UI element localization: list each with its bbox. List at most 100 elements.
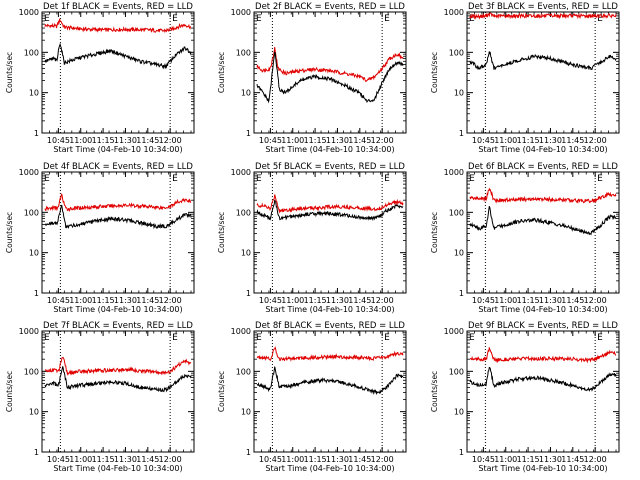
x-tick-label: 11:30: [114, 136, 137, 145]
x-axis-label: Start Time (04-Feb-10 10:34:00): [265, 305, 394, 314]
chart-title: Det 5f BLACK = Events, RED = LLD: [255, 162, 405, 172]
event-label: E: [256, 333, 262, 343]
lld-rate-line: [44, 357, 192, 376]
event-label: E: [469, 14, 475, 24]
chart-panel: Det 7f BLACK = Events, RED = LLD Counts/s…: [5, 321, 195, 473]
event-label: E: [256, 14, 262, 24]
y-tick-label: 1000: [19, 8, 39, 17]
x-tick-label: 11:30: [539, 136, 562, 145]
event-label: E: [256, 174, 262, 184]
events-rate-line: [469, 206, 617, 236]
y-tick-label: 1: [459, 129, 464, 138]
x-tick-label: 12:00: [371, 136, 394, 145]
x-tick-label: 12:00: [584, 136, 607, 145]
x-axis-label: Start Time (04-Feb-10 10:34:00): [478, 145, 607, 154]
x-axis-label: Start Time (04-Feb-10 10:34:00): [53, 305, 182, 314]
plot-frame: [41, 171, 195, 294]
x-tick-label: 11:15: [517, 455, 540, 464]
x-tick-label: 11:00: [494, 136, 517, 145]
event-label: E: [44, 14, 50, 24]
y-tick-label: 1: [246, 289, 251, 298]
y-axis-label: Counts/sec: [430, 371, 439, 412]
x-tick-label: 10:45: [47, 296, 70, 305]
chart-panel: Det 8f BLACK = Events, RED = LLD Counts/s…: [217, 321, 407, 473]
y-tick-label: 100: [24, 208, 39, 217]
x-tick-label: 11:15: [304, 455, 327, 464]
y-axis-label: Counts/sec: [217, 212, 226, 253]
events-rate-line: [469, 51, 617, 71]
y-tick-label: 1000: [231, 327, 251, 336]
x-tick-label: 11:30: [326, 296, 349, 305]
y-tick-label: 1: [246, 448, 251, 457]
x-tick-label: 11:00: [281, 136, 304, 145]
x-tick-label: 11:30: [326, 136, 349, 145]
x-tick-label: 10:45: [472, 136, 495, 145]
plot-frame: [253, 11, 407, 134]
x-tick-label: 12:00: [159, 296, 182, 305]
x-tick-label: 10:45: [47, 455, 70, 464]
x-tick-label: 12:00: [371, 296, 394, 305]
event-label: E: [469, 174, 475, 184]
plot-frame: [466, 11, 620, 134]
y-axis-label: Counts/sec: [5, 371, 14, 412]
event-label: E: [44, 333, 50, 343]
x-axis-label: Start Time (04-Feb-10 10:34:00): [265, 145, 394, 154]
y-tick-label: 1000: [444, 327, 464, 336]
x-tick-label: 11:00: [281, 296, 304, 305]
x-tick-label: 11:45: [561, 136, 584, 145]
event-label: E: [597, 174, 603, 184]
y-tick-label: 1: [34, 289, 39, 298]
y-tick-label: 1: [34, 448, 39, 457]
plot-frame: [466, 330, 620, 453]
chart-panel: Det 5f BLACK = Events, RED = LLD Counts/s…: [217, 162, 407, 314]
event-label: E: [44, 174, 50, 184]
x-tick-label: 11:00: [69, 455, 92, 464]
event-label: E: [384, 14, 390, 24]
lld-rate-line: [469, 347, 617, 364]
x-axis-label: Start Time (04-Feb-10 10:34:00): [265, 464, 394, 473]
plot-frame: [253, 171, 407, 294]
y-tick-label: 100: [236, 367, 251, 376]
y-tick-label: 100: [24, 367, 39, 376]
lld-rate-line: [469, 12, 617, 20]
y-tick-label: 100: [24, 48, 39, 57]
x-tick-label: 10:45: [472, 455, 495, 464]
y-tick-label: 10: [29, 249, 39, 258]
chart-title: Det 6f BLACK = Events, RED = LLD: [468, 162, 618, 172]
y-tick-label: 1: [459, 289, 464, 298]
lld-rate-line: [256, 194, 404, 214]
x-tick-label: 11:15: [92, 136, 115, 145]
chart-title: Det 7f BLACK = Events, RED = LLD: [43, 321, 193, 331]
x-tick-label: 10:45: [259, 455, 282, 464]
x-tick-label: 11:30: [114, 455, 137, 464]
x-tick-label: 10:45: [259, 136, 282, 145]
x-tick-label: 11:15: [92, 296, 115, 305]
x-axis-label: Start Time (04-Feb-10 10:34:00): [53, 145, 182, 154]
plot-frame: [466, 171, 620, 294]
y-tick-label: 1000: [19, 327, 39, 336]
x-axis-label: Start Time (04-Feb-10 10:34:00): [53, 464, 182, 473]
chart-title: Det 3f BLACK = Events, RED = LLD: [468, 2, 618, 12]
x-tick-label: 11:45: [136, 136, 159, 145]
event-label: E: [597, 14, 603, 24]
x-tick-label: 11:30: [114, 296, 137, 305]
chart-title: Det 8f BLACK = Events, RED = LLD: [255, 321, 405, 331]
y-tick-label: 1000: [19, 168, 39, 177]
event-label: E: [384, 333, 390, 343]
event-label: E: [469, 333, 475, 343]
y-axis-label: Counts/sec: [217, 371, 226, 412]
y-tick-label: 10: [241, 408, 251, 417]
chart-panel: Det 6f BLACK = Events, RED = LLD Counts/s…: [430, 162, 620, 314]
x-tick-label: 11:30: [539, 296, 562, 305]
x-tick-label: 11:00: [281, 455, 304, 464]
y-axis-label: Counts/sec: [5, 52, 14, 93]
y-axis-label: Counts/sec: [5, 212, 14, 253]
y-tick-label: 10: [454, 89, 464, 98]
x-tick-label: 11:00: [69, 136, 92, 145]
x-tick-label: 11:15: [304, 136, 327, 145]
x-tick-label: 11:15: [92, 455, 115, 464]
x-tick-label: 11:15: [517, 136, 540, 145]
y-axis-label: Counts/sec: [430, 52, 439, 93]
y-axis-label: Counts/sec: [430, 212, 439, 253]
